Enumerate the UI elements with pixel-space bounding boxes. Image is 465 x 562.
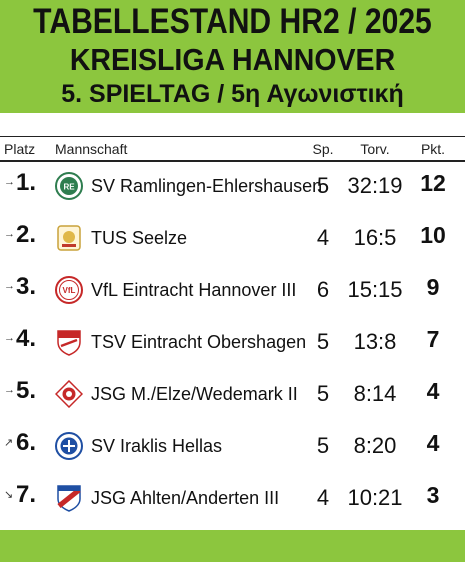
sv-ramlingen-crest-icon: RE bbox=[55, 172, 83, 200]
team-name: SV Iraklis Hellas bbox=[91, 436, 223, 456]
trend-arrow-icon: → bbox=[4, 228, 15, 240]
tsv-obershagen-crest-icon bbox=[57, 330, 81, 356]
team-name: JSG Ahlten/Anderten III bbox=[91, 488, 280, 508]
trend-arrow-icon: → bbox=[4, 332, 15, 344]
title-line-3: 5. SPIELTAG / 5η Αγωνιστική bbox=[61, 80, 404, 108]
rank: 3. bbox=[16, 273, 37, 300]
column-header-mannschaft: Mannschaft bbox=[55, 141, 128, 157]
points: 3 bbox=[426, 482, 440, 508]
rank: 6. bbox=[16, 429, 37, 456]
goal-ratio: 15:15 bbox=[347, 277, 403, 302]
rank: 1. bbox=[16, 169, 37, 196]
column-header-platz: Platz bbox=[4, 141, 36, 157]
jsg-ahlten-crest-icon bbox=[57, 485, 81, 512]
table-top-divider bbox=[0, 136, 465, 137]
trend-arrow-icon: ↗ bbox=[4, 437, 14, 449]
svg-text:VfL: VfL bbox=[63, 286, 76, 295]
jsg-wedemark-crest-icon bbox=[55, 380, 83, 408]
title-line-1: TABELLESTAND HR2 / 2025 bbox=[33, 2, 432, 41]
trend-arrow-icon: ↘ bbox=[4, 489, 14, 501]
table-row: → 5. JSG M./Elze/Wedemark II 5 8:14 4 bbox=[0, 370, 465, 422]
table-row: → 2. TUS Seelze 4 16:5 10 bbox=[0, 214, 465, 266]
games-played: 6 bbox=[316, 277, 330, 302]
table-header-divider bbox=[0, 160, 465, 162]
games-played: 4 bbox=[316, 485, 330, 510]
footer-bar bbox=[0, 530, 465, 562]
team-name: VfL Eintracht Hannover III bbox=[91, 280, 297, 300]
title-line-2: KREISLIGA HANNOVER bbox=[69, 42, 396, 77]
goal-ratio: 8:20 bbox=[353, 433, 397, 458]
sv-iraklis-crest-icon bbox=[55, 432, 83, 460]
points: 4 bbox=[426, 430, 440, 456]
column-header-torv: Torv. bbox=[360, 141, 390, 157]
rank: 2. bbox=[16, 221, 37, 248]
games-played: 5 bbox=[316, 381, 330, 406]
table-row: → 3. VfL VfL Eintracht Hannover III 6 15… bbox=[0, 266, 465, 318]
table-row: ↗ 6. SV Iraklis Hellas 5 8:20 4 bbox=[0, 422, 465, 474]
table-row: → 1. RE SV Ramlingen-Ehlershausen 5 32:1… bbox=[0, 162, 465, 214]
goal-ratio: 16:5 bbox=[353, 225, 397, 250]
points: 12 bbox=[420, 170, 446, 196]
goal-ratio: 10:21 bbox=[347, 485, 403, 510]
goal-ratio: 8:14 bbox=[353, 381, 397, 406]
vfl-eintracht-crest-icon: VfL bbox=[55, 276, 83, 304]
team-name: JSG M./Elze/Wedemark II bbox=[91, 384, 298, 404]
team-name: TUS Seelze bbox=[91, 228, 188, 248]
goal-ratio: 13:8 bbox=[353, 329, 397, 354]
trend-arrow-icon: → bbox=[4, 384, 15, 396]
points: 7 bbox=[426, 326, 440, 352]
trend-arrow-icon: → bbox=[4, 176, 15, 188]
title-banner: TABELLESTAND HR2 / 2025 KREISLIGA HANNOV… bbox=[0, 0, 465, 113]
table-row: ↘ 7. JSG Ahlten/Anderten III 4 10:21 3 bbox=[0, 474, 465, 526]
points: 10 bbox=[420, 222, 446, 248]
tus-seelze-crest-icon bbox=[57, 225, 81, 251]
points: 9 bbox=[426, 274, 440, 300]
team-name: TSV Eintracht Obershagen bbox=[91, 332, 307, 352]
team-name: SV Ramlingen-Ehlershausen bbox=[91, 176, 323, 196]
rank: 5. bbox=[16, 377, 37, 404]
goal-ratio: 32:19 bbox=[347, 173, 403, 198]
games-played: 5 bbox=[316, 173, 330, 198]
column-header-sp: Sp. bbox=[312, 141, 334, 157]
games-played: 5 bbox=[316, 433, 330, 458]
svg-text:RE: RE bbox=[63, 183, 75, 192]
trend-arrow-icon: → bbox=[4, 280, 15, 292]
table-row: → 4. TSV Eintracht Obershagen 5 13:8 7 bbox=[0, 318, 465, 370]
rank: 7. bbox=[16, 481, 37, 508]
games-played: 4 bbox=[316, 225, 330, 250]
games-played: 5 bbox=[316, 329, 330, 354]
points: 4 bbox=[426, 378, 440, 404]
column-header-pkt: Pkt. bbox=[420, 141, 446, 157]
rank: 4. bbox=[16, 325, 37, 352]
